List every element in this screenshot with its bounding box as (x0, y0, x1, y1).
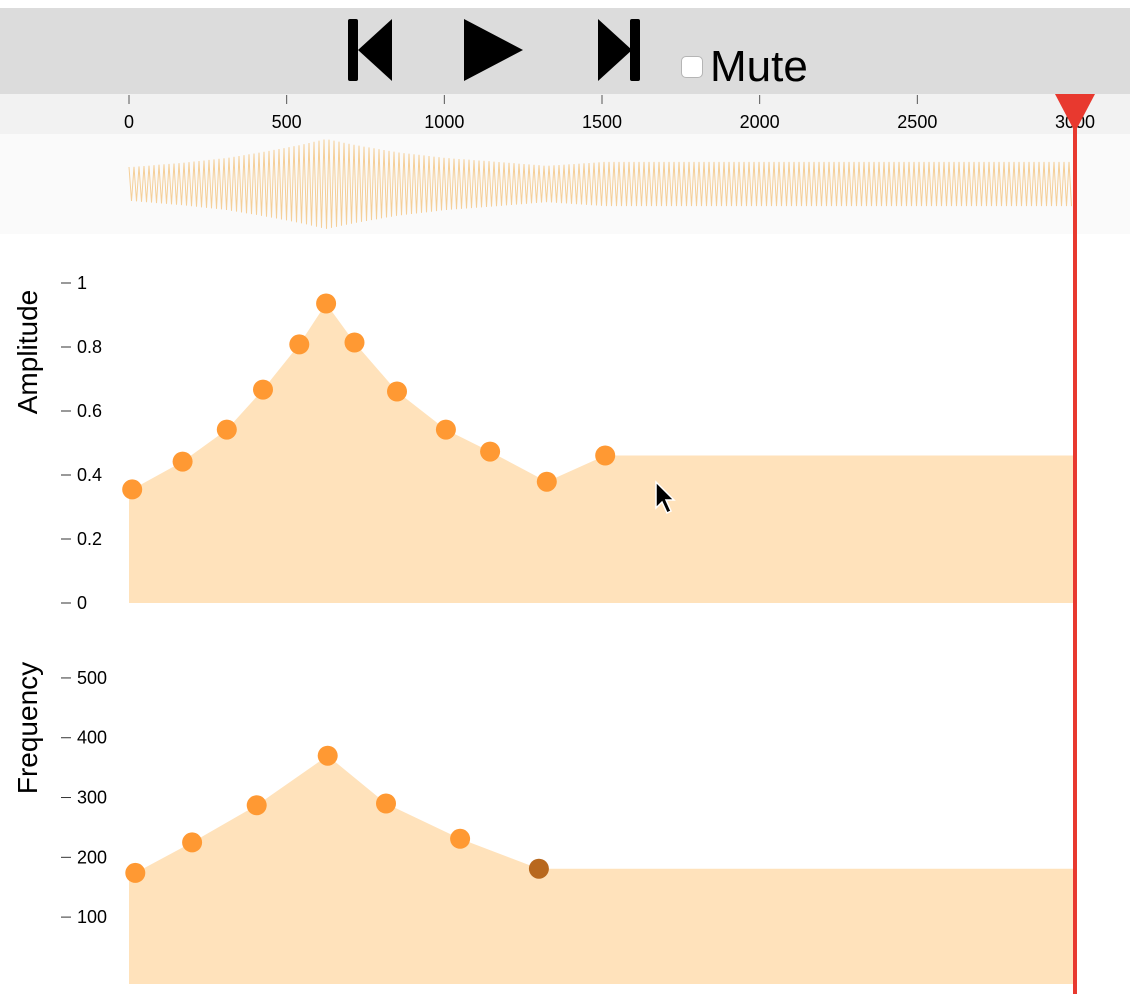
timeline-ruler[interactable] (0, 94, 1130, 134)
amplitude-points (122, 293, 616, 500)
timeline-tick-label: 0 (124, 112, 134, 132)
frequency-point[interactable] (246, 795, 267, 816)
frequency-point[interactable] (182, 832, 203, 853)
amplitude-point[interactable] (253, 379, 273, 400)
frequency-envelope[interactable]: 100 200 300 400 500 Frequency (12, 662, 1075, 984)
amplitude-point[interactable] (480, 441, 501, 462)
playhead[interactable] (1055, 94, 1095, 994)
frequency-area (129, 755, 1075, 984)
amplitude-envelope[interactable]: 0 0.2 0.4 0.6 0.8 1 Amplitude (12, 273, 1075, 613)
frequency-point[interactable] (317, 745, 338, 766)
transport-toolbar: Mute (0, 8, 1130, 94)
amplitude-point[interactable] (289, 334, 310, 355)
timeline-tick-label: 1500 (582, 112, 622, 132)
amplitude-tick-label: 0.8 (77, 337, 102, 357)
amplitude-point[interactable] (316, 293, 337, 314)
frequency-points (125, 745, 549, 883)
timeline-tick-label: 500 (272, 112, 302, 132)
amplitude-tick-label: 0.4 (77, 465, 102, 485)
amplitude-point[interactable] (122, 479, 143, 500)
amplitude-tick-label: 0 (77, 593, 87, 613)
amplitude-axis-title: Amplitude (12, 290, 43, 415)
amplitude-point[interactable] (344, 332, 365, 353)
frequency-tick-label: 400 (77, 728, 107, 748)
skip-back-icon (348, 19, 392, 81)
amplitude-point[interactable] (595, 445, 616, 466)
amplitude-point[interactable] (536, 471, 557, 492)
mouse-cursor-icon (655, 480, 676, 515)
skip-forward-button[interactable] (596, 18, 644, 84)
frequency-tick-label: 200 (77, 847, 107, 867)
mute-label: Mute (710, 42, 808, 91)
skip-back-button[interactable] (346, 18, 394, 84)
frequency-point-selected[interactable] (528, 858, 549, 879)
amplitude-point[interactable] (172, 451, 193, 472)
waveform (128, 139, 1072, 229)
timeline-tick-label: 2500 (897, 112, 937, 132)
frequency-point[interactable] (125, 862, 146, 883)
frequency-axis-title: Frequency (12, 662, 43, 794)
play-icon (464, 19, 523, 81)
timeline-ticks: 050010001500200025003000 (124, 95, 1095, 132)
amplitude-y-axis: 0 0.2 0.4 0.6 0.8 1 (61, 273, 102, 613)
play-button[interactable] (462, 18, 524, 84)
amplitude-tick-label: 0.6 (77, 401, 102, 421)
frequency-tick-label: 100 (77, 907, 107, 927)
frequency-point[interactable] (376, 793, 396, 814)
playhead-marker-icon[interactable] (1055, 94, 1095, 132)
frequency-y-axis: 100 200 300 400 500 (61, 668, 107, 927)
amplitude-point[interactable] (216, 419, 237, 440)
amplitude-tick-label: 0.2 (77, 529, 102, 549)
amplitude-tick-label: 1 (77, 273, 87, 293)
frequency-point[interactable] (450, 828, 471, 849)
frequency-tick-label: 300 (77, 788, 107, 808)
timeline-tick-label: 2000 (740, 112, 780, 132)
skip-forward-icon (598, 19, 640, 81)
amplitude-point[interactable] (387, 381, 407, 402)
amplitude-area (129, 303, 1075, 603)
timeline-tick-label: 1000 (424, 112, 464, 132)
mute-checkbox[interactable] (681, 56, 703, 78)
frequency-tick-label: 500 (77, 668, 107, 688)
amplitude-point[interactable] (435, 419, 456, 440)
